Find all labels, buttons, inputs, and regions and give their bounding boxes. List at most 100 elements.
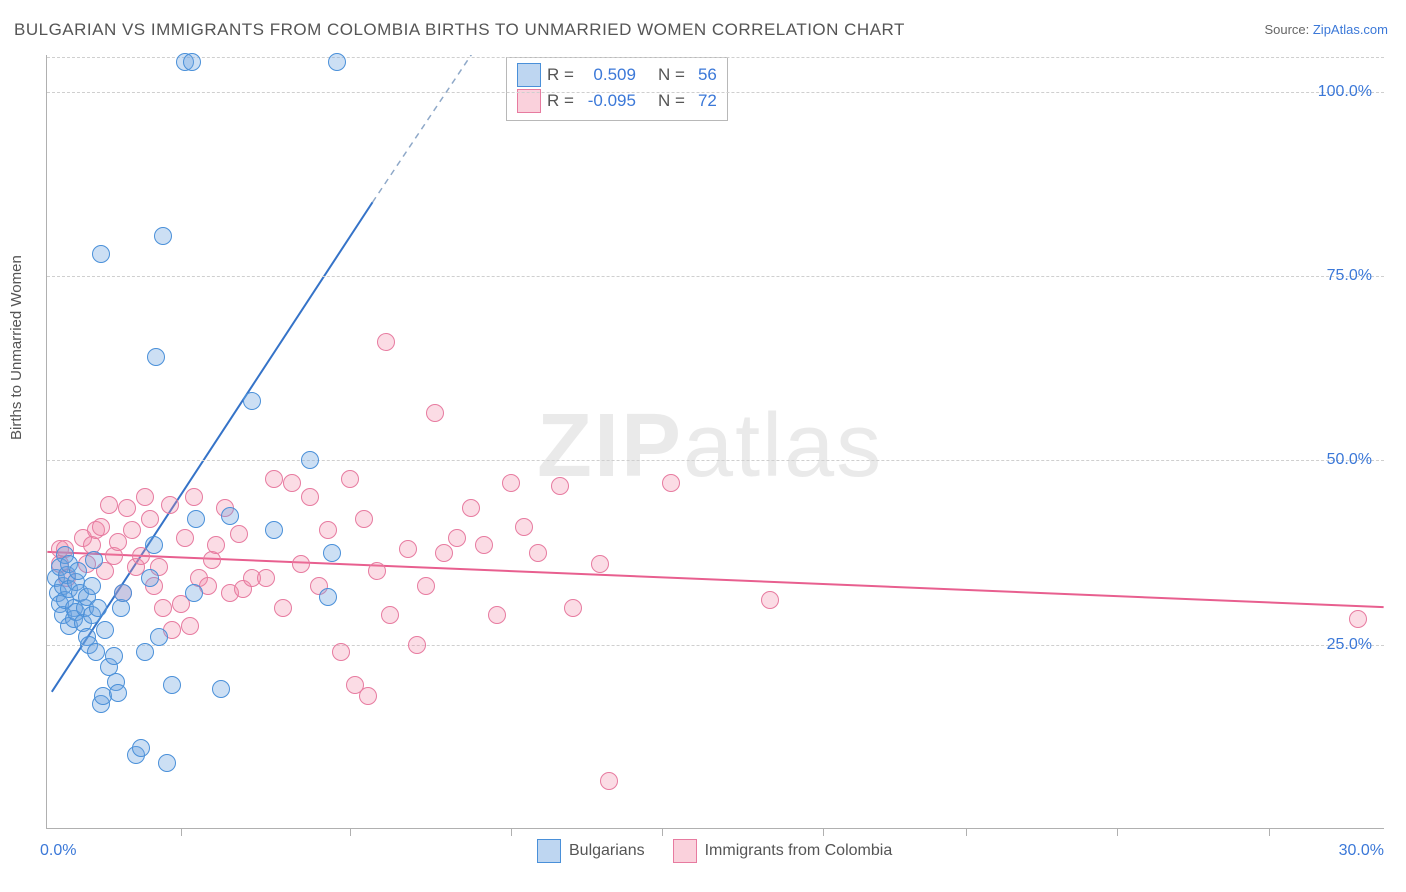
data-point-colombia	[600, 772, 618, 790]
watermark-light: atlas	[683, 396, 883, 496]
data-point-colombia	[591, 555, 609, 573]
data-point-colombia	[176, 529, 194, 547]
data-point-bulgarians	[85, 551, 103, 569]
y-tick-label: 75.0%	[1327, 267, 1372, 285]
data-point-colombia	[399, 540, 417, 558]
watermark: ZIPatlas	[537, 395, 883, 498]
data-point-bulgarians	[105, 647, 123, 665]
data-point-colombia	[381, 606, 399, 624]
data-point-colombia	[332, 643, 350, 661]
source-value: ZipAtlas.com	[1313, 22, 1388, 37]
data-point-colombia	[502, 474, 520, 492]
x-minor-tick	[181, 828, 182, 836]
data-point-colombia	[185, 488, 203, 506]
data-point-colombia	[761, 591, 779, 609]
data-point-bulgarians	[328, 53, 346, 71]
data-point-colombia	[462, 499, 480, 517]
data-point-bulgarians	[183, 53, 201, 71]
data-point-colombia	[355, 510, 373, 528]
data-point-colombia	[141, 510, 159, 528]
y-tick-label: 50.0%	[1327, 451, 1372, 469]
x-minor-tick	[1269, 828, 1270, 836]
data-point-colombia	[283, 474, 301, 492]
data-point-colombia	[123, 521, 141, 539]
n-value-bulgarians: 56	[691, 62, 717, 88]
data-point-colombia	[426, 404, 444, 422]
data-point-bulgarians	[185, 584, 203, 602]
r-value-bulgarians: 0.509	[580, 62, 636, 88]
legend-item-colombia: Immigrants from Colombia	[673, 839, 893, 863]
data-point-colombia	[100, 496, 118, 514]
data-point-colombia	[274, 599, 292, 617]
data-point-bulgarians	[96, 621, 114, 639]
data-point-colombia	[118, 499, 136, 517]
data-point-bulgarians	[319, 588, 337, 606]
x-minor-tick	[350, 828, 351, 836]
data-point-colombia	[341, 470, 359, 488]
data-point-colombia	[92, 518, 110, 536]
gridline	[47, 276, 1384, 277]
data-point-bulgarians	[187, 510, 205, 528]
data-point-bulgarians	[83, 577, 101, 595]
gridline	[47, 460, 1384, 461]
data-point-bulgarians	[323, 544, 341, 562]
x-minor-tick	[823, 828, 824, 836]
data-point-bulgarians	[132, 739, 150, 757]
stats-row-bulgarians: R = 0.509 N = 56	[517, 62, 717, 88]
x-tick-30: 30.0%	[1339, 842, 1384, 860]
data-point-colombia	[408, 636, 426, 654]
data-point-colombia	[1349, 610, 1367, 628]
r-label: R =	[547, 62, 574, 88]
gridline	[47, 645, 1384, 646]
data-point-bulgarians	[109, 684, 127, 702]
data-point-colombia	[564, 599, 582, 617]
data-point-bulgarians	[163, 676, 181, 694]
data-point-bulgarians	[141, 569, 159, 587]
data-point-bulgarians	[147, 348, 165, 366]
scatter-plot-area: ZIPatlas R = 0.509 N = 56 R = -0.095 N =…	[46, 55, 1384, 829]
data-point-colombia	[257, 569, 275, 587]
data-point-bulgarians	[87, 643, 105, 661]
data-point-colombia	[368, 562, 386, 580]
x-minor-tick	[511, 828, 512, 836]
data-point-colombia	[230, 525, 248, 543]
data-point-colombia	[515, 518, 533, 536]
data-point-colombia	[161, 496, 179, 514]
data-point-colombia	[529, 544, 547, 562]
data-point-colombia	[319, 521, 337, 539]
data-point-bulgarians	[145, 536, 163, 554]
gridline-top	[47, 57, 1384, 58]
data-point-bulgarians	[92, 245, 110, 263]
x-minor-tick	[662, 828, 663, 836]
data-point-colombia	[435, 544, 453, 562]
data-point-bulgarians	[150, 628, 168, 646]
gridline	[47, 92, 1384, 93]
data-point-bulgarians	[301, 451, 319, 469]
swatch-blue	[517, 63, 541, 87]
data-point-colombia	[301, 488, 319, 506]
legend-label-bulgarians: Bulgarians	[569, 842, 645, 860]
data-point-colombia	[551, 477, 569, 495]
chart-title: BULGARIAN VS IMMIGRANTS FROM COLOMBIA BI…	[14, 20, 905, 40]
data-point-bulgarians	[154, 227, 172, 245]
data-point-bulgarians	[158, 754, 176, 772]
n-label: N =	[658, 62, 685, 88]
data-point-colombia	[181, 617, 199, 635]
y-tick-label: 25.0%	[1327, 636, 1372, 654]
data-point-colombia	[207, 536, 225, 554]
data-point-colombia	[488, 606, 506, 624]
data-point-colombia	[448, 529, 466, 547]
data-point-colombia	[377, 333, 395, 351]
data-point-colombia	[265, 470, 283, 488]
data-point-bulgarians	[69, 562, 87, 580]
data-point-bulgarians	[114, 584, 132, 602]
source-label: Source:	[1264, 22, 1312, 37]
data-point-bulgarians	[136, 643, 154, 661]
legend-swatch-pink	[673, 839, 697, 863]
bottom-legend: Bulgarians Immigrants from Colombia	[537, 839, 892, 863]
data-point-colombia	[475, 536, 493, 554]
legend-swatch-blue	[537, 839, 561, 863]
correlation-stats-box: R = 0.509 N = 56 R = -0.095 N = 72	[506, 57, 728, 121]
source-attribution: Source: ZipAtlas.com	[1264, 22, 1388, 37]
data-point-colombia	[359, 687, 377, 705]
